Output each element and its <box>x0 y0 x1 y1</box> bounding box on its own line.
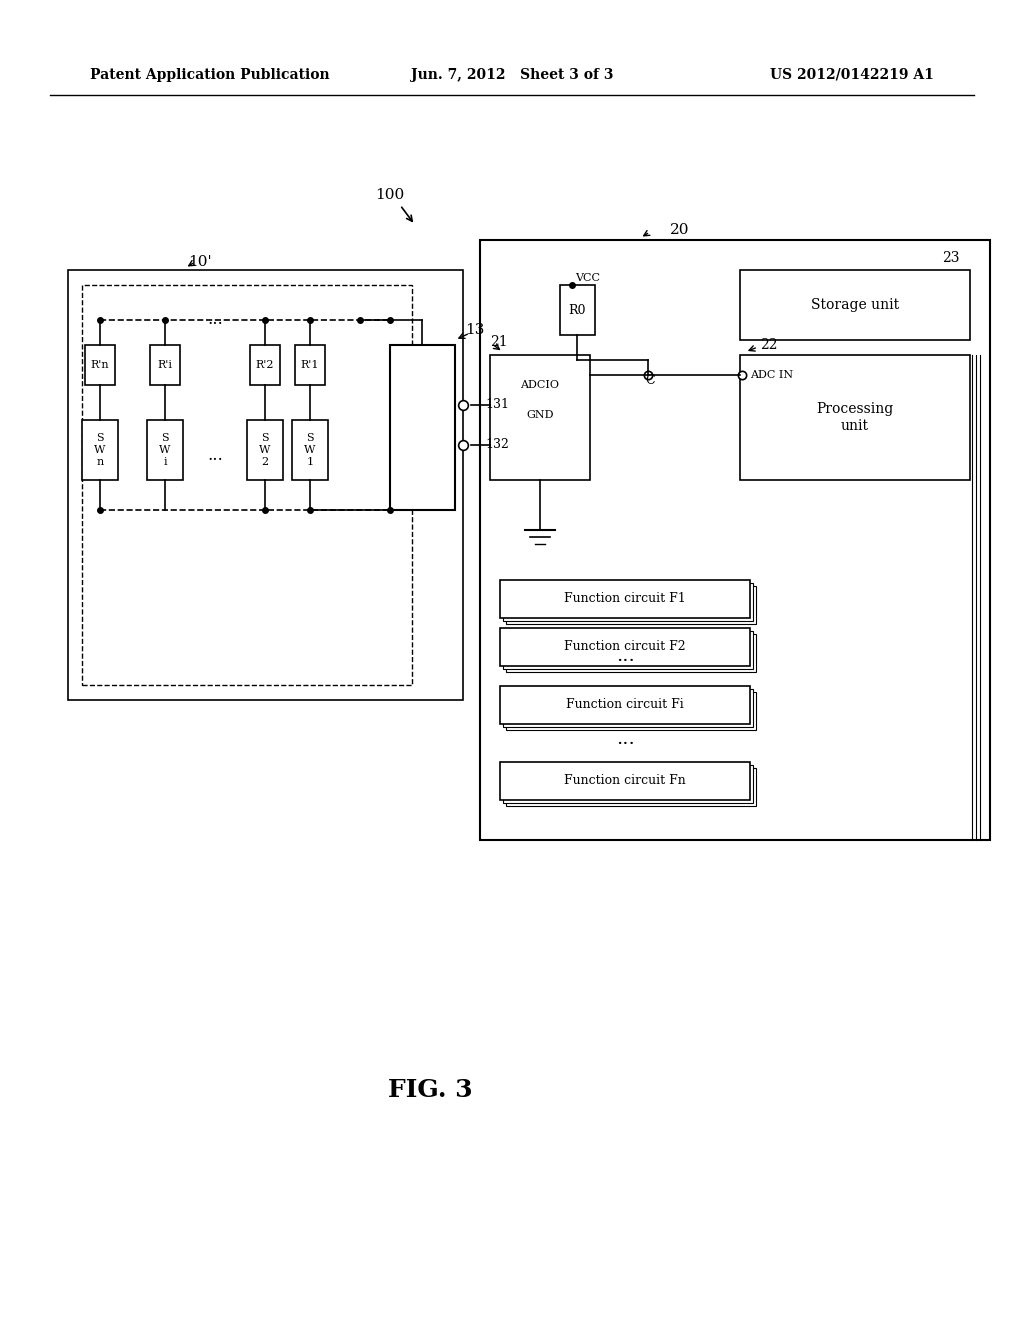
Bar <box>147 420 183 480</box>
Text: R0: R0 <box>568 304 586 317</box>
Text: Function circuit Fn: Function circuit Fn <box>564 775 686 788</box>
Text: R'1: R'1 <box>301 360 319 370</box>
Bar <box>390 345 455 510</box>
Text: ...: ... <box>207 312 223 329</box>
Text: ADC IN: ADC IN <box>750 370 794 380</box>
Text: 13: 13 <box>465 323 484 337</box>
Text: C: C <box>645 374 654 387</box>
Text: Jun. 7, 2012   Sheet 3 of 3: Jun. 7, 2012 Sheet 3 of 3 <box>411 69 613 82</box>
Text: US 2012/0142219 A1: US 2012/0142219 A1 <box>770 69 934 82</box>
Text: 21: 21 <box>490 335 508 348</box>
Bar <box>292 420 328 480</box>
Bar <box>503 689 753 727</box>
Text: 22: 22 <box>760 338 777 352</box>
Text: Storage unit: Storage unit <box>811 298 899 312</box>
Text: 20: 20 <box>671 223 690 238</box>
Bar <box>490 355 590 480</box>
Text: 132: 132 <box>485 438 509 451</box>
Text: VCC: VCC <box>575 273 600 282</box>
Text: R'i: R'i <box>158 360 172 370</box>
Text: S
W
i: S W i <box>160 433 171 466</box>
Bar <box>506 634 756 672</box>
Bar <box>503 631 753 669</box>
Bar <box>560 285 595 335</box>
Bar <box>150 345 180 385</box>
Bar <box>82 285 412 685</box>
Text: 131: 131 <box>485 399 509 412</box>
Bar <box>740 271 970 341</box>
Bar <box>503 766 753 803</box>
Bar <box>506 586 756 624</box>
Bar <box>250 345 280 385</box>
Bar <box>85 345 115 385</box>
Bar <box>247 420 283 480</box>
Bar <box>503 583 753 620</box>
Text: R'2: R'2 <box>256 360 274 370</box>
Text: R'n: R'n <box>91 360 110 370</box>
Bar <box>295 345 325 385</box>
Text: ...: ... <box>207 446 223 463</box>
Text: 23: 23 <box>942 251 961 265</box>
Text: ADCIO: ADCIO <box>520 380 559 389</box>
Bar <box>506 768 756 807</box>
Bar <box>740 355 970 480</box>
Bar <box>82 420 118 480</box>
Text: GND: GND <box>526 411 554 420</box>
Text: S
W
2: S W 2 <box>259 433 270 466</box>
Text: 10': 10' <box>188 255 212 269</box>
Bar <box>500 579 750 618</box>
Text: S
W
1: S W 1 <box>304 433 315 466</box>
Bar <box>506 692 756 730</box>
Bar <box>500 762 750 800</box>
Bar <box>68 271 463 700</box>
Bar <box>480 240 990 840</box>
Text: Processing
unit: Processing unit <box>816 403 894 433</box>
Text: FIG. 3: FIG. 3 <box>388 1078 472 1102</box>
Bar <box>500 628 750 667</box>
Text: ...: ... <box>615 730 635 748</box>
Bar <box>500 686 750 723</box>
Text: Function circuit F1: Function circuit F1 <box>564 593 686 606</box>
Text: Patent Application Publication: Patent Application Publication <box>90 69 330 82</box>
Text: ...: ... <box>615 647 635 665</box>
Text: Function circuit Fi: Function circuit Fi <box>566 698 684 711</box>
Text: Function circuit F2: Function circuit F2 <box>564 640 686 653</box>
Text: 100: 100 <box>376 187 404 202</box>
Text: S
W
n: S W n <box>94 433 105 466</box>
